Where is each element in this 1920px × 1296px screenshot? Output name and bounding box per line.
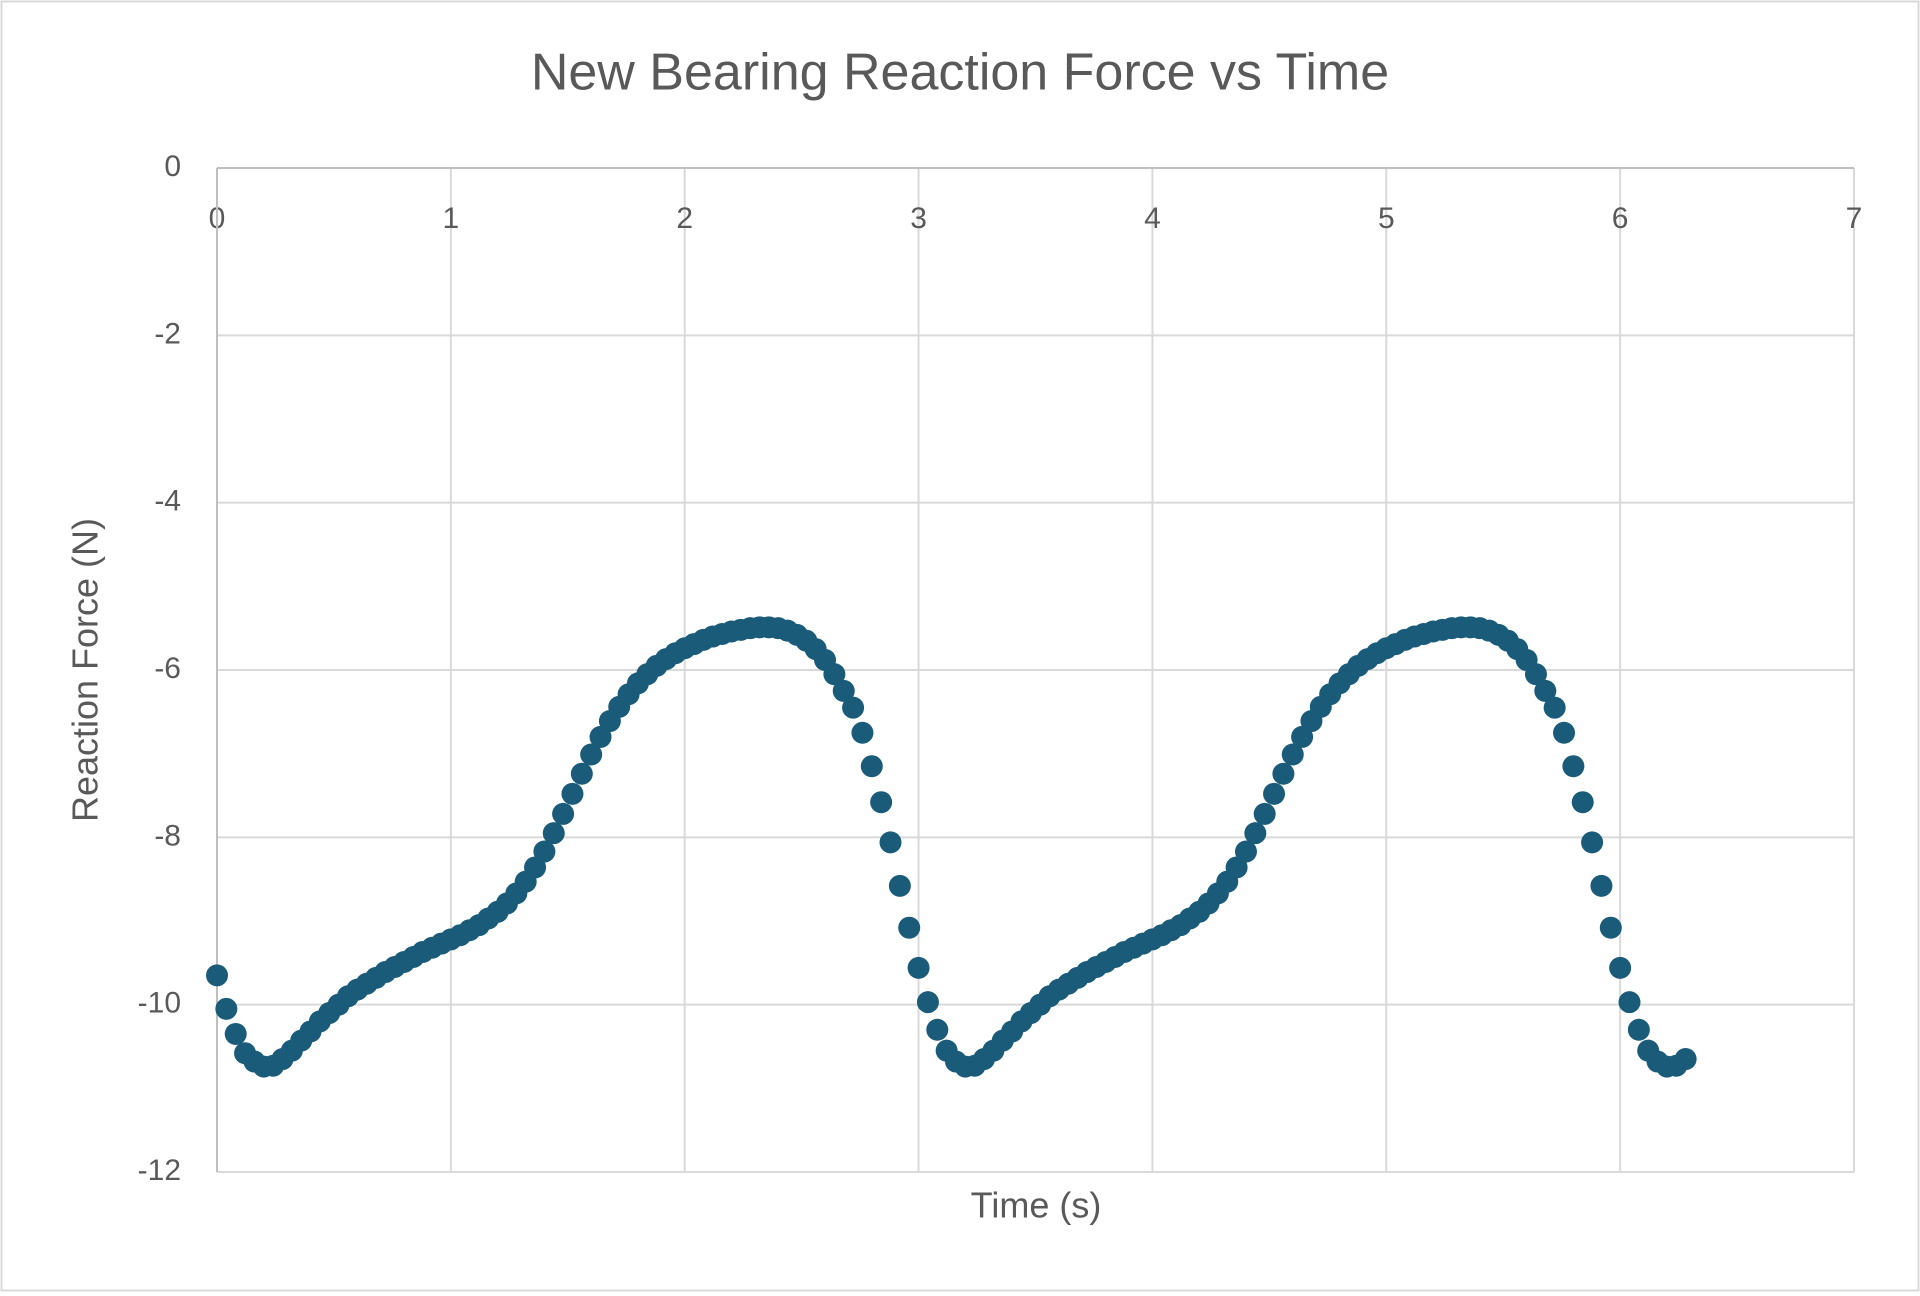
y-tick-label: -2 (154, 317, 181, 350)
data-point (832, 679, 855, 702)
data-point (533, 840, 556, 863)
data-point (561, 782, 584, 805)
x-tick-label: 1 (443, 202, 460, 235)
data-point (1253, 802, 1276, 825)
data-point (879, 831, 902, 854)
data-point (860, 755, 883, 778)
x-tick-label: 3 (910, 202, 927, 235)
data-point (1225, 856, 1248, 879)
x-axis-title: Time (s) (971, 1185, 1102, 1226)
data-point (1234, 840, 1257, 863)
data-point (1281, 743, 1304, 766)
data-point (1581, 831, 1604, 854)
data-point (1543, 696, 1566, 719)
data-point (580, 743, 603, 766)
data-point (1609, 956, 1632, 979)
data-point (1534, 679, 1557, 702)
y-tick-label: -8 (154, 819, 181, 852)
data-point (888, 874, 911, 897)
data-point (870, 791, 893, 814)
data-point (1553, 721, 1576, 744)
y-tick-label: -4 (154, 485, 181, 518)
data-point (1571, 791, 1594, 814)
data-point (1562, 755, 1585, 778)
data-point (1618, 991, 1641, 1014)
x-tick-label: 2 (676, 202, 693, 235)
data-point (1590, 874, 1613, 897)
x-tick-label: 4 (1144, 202, 1161, 235)
data-point (907, 956, 930, 979)
data-point (589, 725, 612, 748)
data-point (552, 802, 575, 825)
x-tick-label: 6 (1612, 202, 1629, 235)
data-point (926, 1018, 949, 1041)
x-tick-label: 5 (1378, 202, 1395, 235)
y-axis-title: Reaction Force (N) (65, 518, 106, 822)
data-point (1674, 1048, 1697, 1071)
data-point (206, 964, 228, 987)
data-point (1524, 663, 1547, 686)
data-point (1263, 782, 1286, 805)
data-point (1627, 1018, 1650, 1041)
data-point (823, 663, 846, 686)
data-point (1599, 916, 1622, 939)
data-point (542, 822, 565, 845)
data-point (215, 997, 238, 1020)
data-point (916, 991, 939, 1014)
data-point (1244, 822, 1267, 845)
chart-title: New Bearing Reaction Force vs Time (531, 44, 1389, 102)
data-point (524, 856, 547, 879)
y-tick-label: 0 (164, 150, 181, 183)
y-tick-label: -12 (138, 1154, 181, 1187)
data-point (898, 916, 921, 939)
y-tick-label: -10 (138, 987, 181, 1020)
y-tick-label: -6 (154, 652, 181, 685)
data-point (842, 696, 865, 719)
data-point (851, 721, 874, 744)
x-tick-label: 7 (1846, 202, 1863, 235)
data-point (1291, 725, 1314, 748)
data-point (570, 762, 593, 785)
data-point (224, 1022, 247, 1045)
data-point (1272, 762, 1295, 785)
